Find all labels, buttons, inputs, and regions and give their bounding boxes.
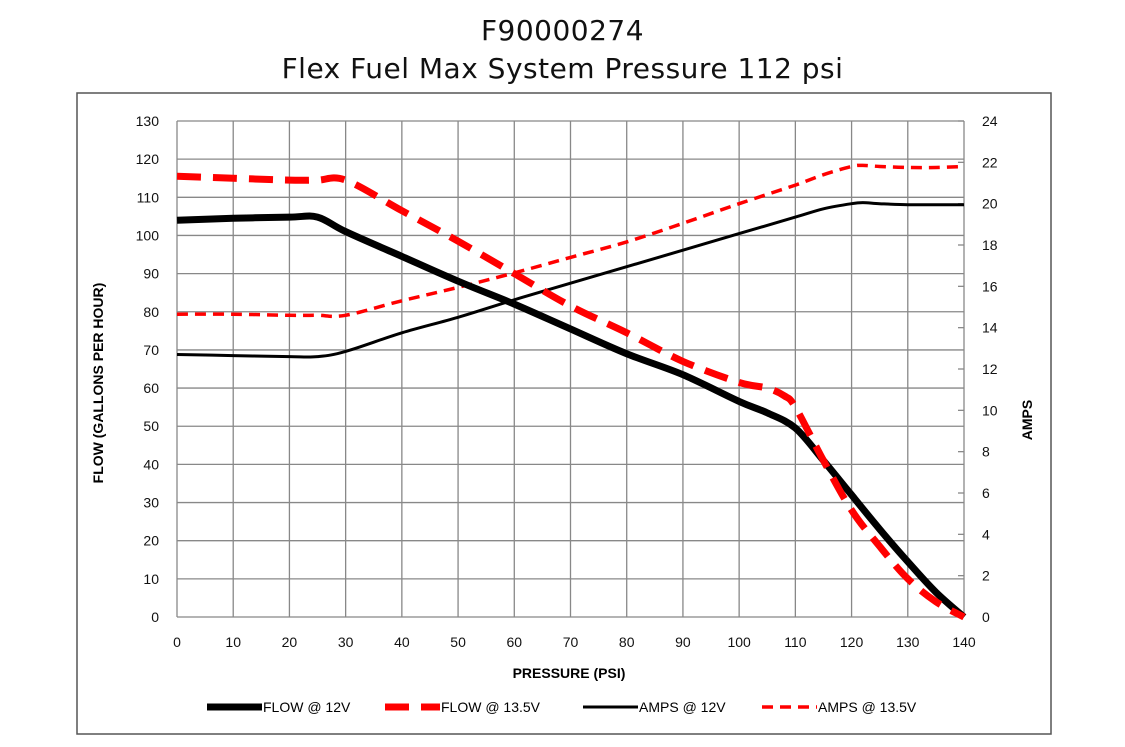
y2-tick-label: 4 [982,526,990,542]
y-tick-label: 70 [143,342,159,358]
x-tick-label: 30 [338,634,354,650]
series-lines [176,163,967,621]
chart-title-line-1: F90000274 [480,14,645,47]
series-line-amps-12v [176,201,964,359]
y-tick-label: 40 [143,456,159,472]
x-tick-label: 10 [225,634,241,650]
y2-tick-label: 16 [982,278,998,294]
y-tick-label: 110 [137,189,160,205]
x-tick-label: 50 [450,634,466,650]
y-tick-label: 100 [136,227,160,243]
y2-tick-label: 12 [982,361,998,377]
y2-tick-label: 24 [982,113,998,129]
y-tick-label: 60 [143,380,159,396]
y2-axis-label: AMPS [1019,400,1035,440]
x-tick-label: 70 [563,634,579,650]
y-tick-label: 90 [143,266,159,282]
y-tick-label: 80 [143,304,159,320]
y2-tick-label: 0 [982,609,990,625]
y-tick-label: 20 [143,533,159,549]
x-axis-label: PRESSURE (PSI) [513,665,626,681]
y2-tick-label: 22 [982,154,998,170]
chart-title-line-2: Flex Fuel Max System Pressure 112 psi [281,52,844,85]
y2-tick-label: 18 [982,237,998,253]
tick-labels: 0 10 20 30 40 50 60 70 80 90 100 110 120 130 140010203… [136,113,998,650]
chart-frame [76,92,1052,735]
y2-tick-label: 6 [982,485,990,501]
legend-label: FLOW @ 13.5V [441,699,541,715]
x-tick-label: 100 [727,634,751,650]
legend: FLOW @ 12V FLOW @ 13.5V AMPS @ 12V AMPS @ 1… [207,699,917,715]
x-tick-label: 130 [896,634,920,650]
y-tick-label: 120 [136,151,160,167]
y2-tick-label: 8 [982,444,990,460]
legend-label: AMPS @ 13.5V [818,699,917,715]
y2-tick-label: 20 [982,196,998,212]
y-axis-label: FLOW (GALLONS PER HOUR) [90,283,106,484]
chart-title: F90000274 Flex Fuel Max System Pressure … [0,12,1125,88]
series-line-flow-13-5v [176,172,966,621]
y2-tick-label: 10 [982,402,998,418]
y-tick-label: 10 [143,571,159,587]
y-tick-label: 130 [136,113,160,129]
x-tick-label: 60 [506,634,522,650]
y-tick-label: 30 [143,495,159,511]
y2-tick-label: 14 [982,320,998,336]
legend-label: AMPS @ 12V [639,699,726,715]
x-tick-label: 0 [173,634,181,650]
x-tick-label: 90 [675,634,691,650]
x-tick-label: 20 [282,634,298,650]
series-line-flow-12v [176,212,967,620]
x-tick-label: 40 [394,634,410,650]
y-tick-label: 0 [151,609,159,625]
x-tick-label: 110 [784,634,807,650]
x-tick-label: 140 [952,634,976,650]
y2-tick-label: 2 [982,568,990,584]
x-tick-label: 80 [619,634,635,650]
legend-label: FLOW @ 12V [263,699,351,715]
series-line-amps-13-5v [176,163,965,319]
x-tick-label: 120 [840,634,864,650]
y-tick-label: 50 [143,418,159,434]
